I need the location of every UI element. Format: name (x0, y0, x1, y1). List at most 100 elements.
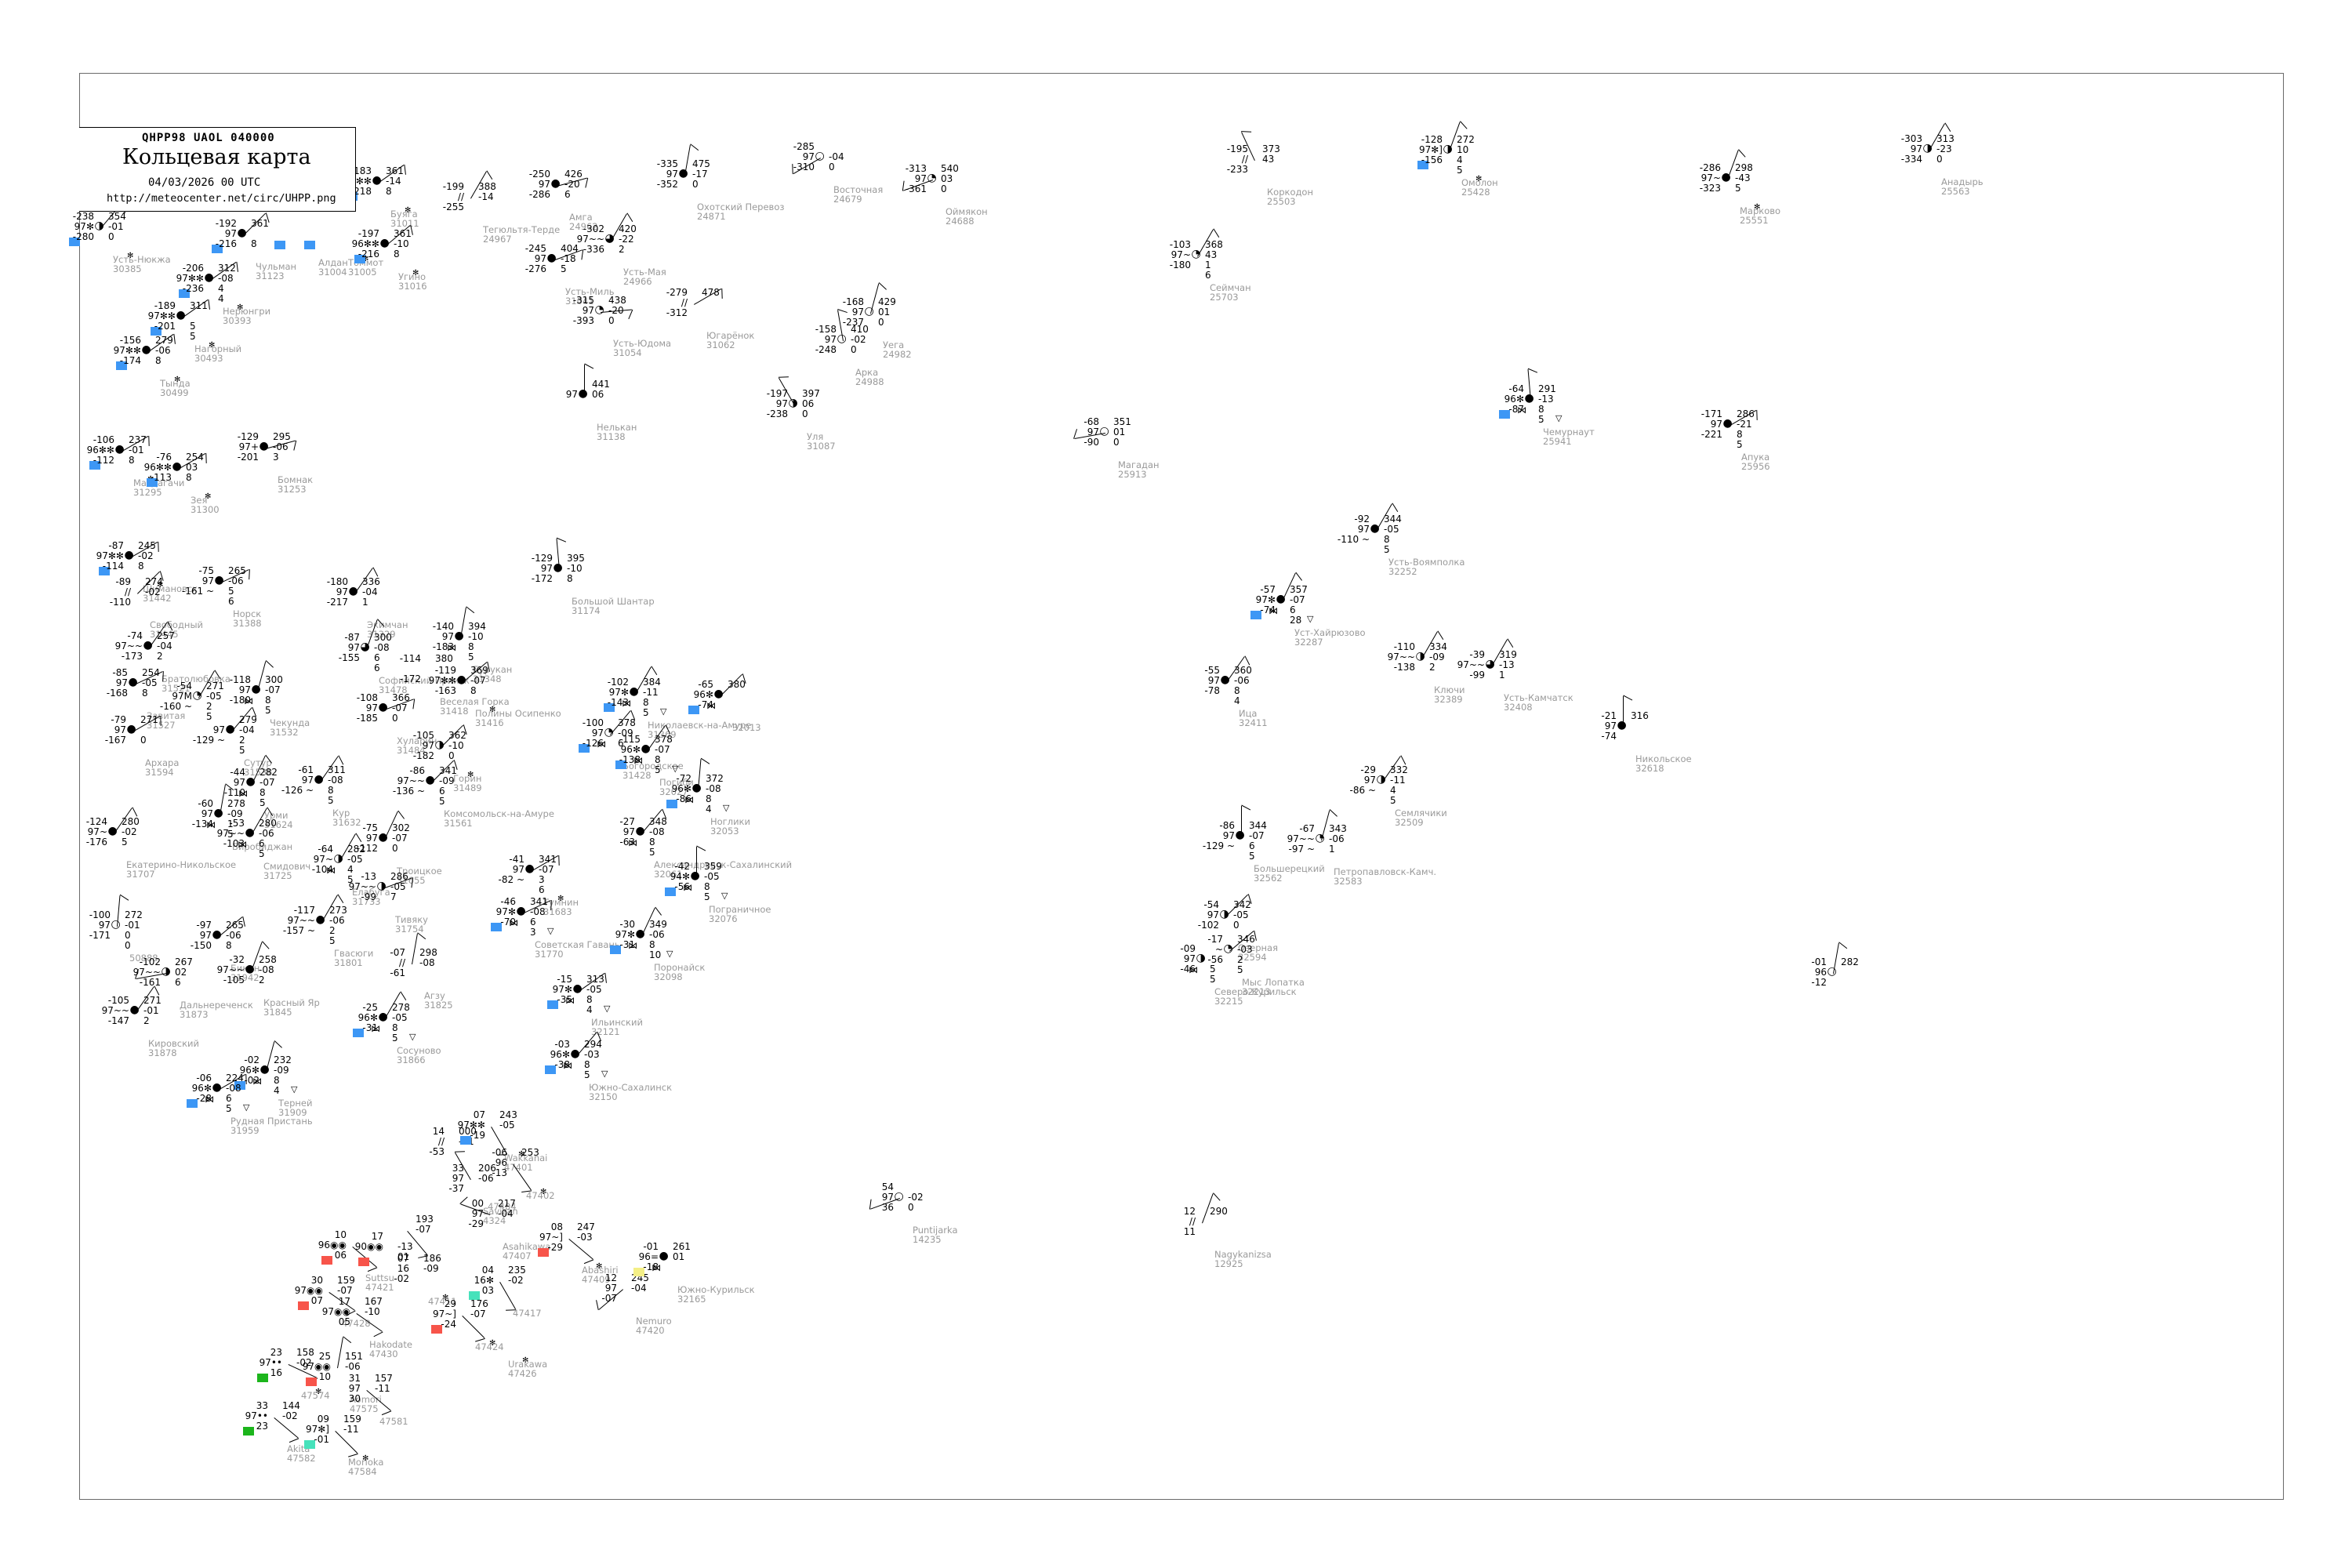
pressure-value: 300 (374, 632, 392, 643)
station-marker-square (257, 1374, 268, 1382)
group-value: 5 (439, 796, 445, 807)
pressure-tendency-value: -13 (397, 1241, 413, 1252)
snow-symbol-icon: ✻ (209, 341, 216, 350)
group-value: 4 (586, 1004, 593, 1015)
group-value: 8 (260, 787, 266, 798)
present-weather-value: 97 (512, 864, 524, 875)
cloud-cover-icon: ● (245, 775, 256, 788)
temperature-value: -68 (1083, 416, 1099, 427)
pressure-value: 378 (618, 717, 636, 728)
dewpoint-value: -90 (1083, 437, 1099, 448)
hourglass-symbol-icon: ⋈ (565, 995, 575, 1006)
temperature-value: -55 (1204, 665, 1220, 676)
pressure-tendency-value: -14 (386, 176, 401, 187)
pressure-tendency-value: -05 (586, 984, 602, 995)
hourglass-symbol-icon: ⋈ (252, 1076, 262, 1087)
group-value: 5 (239, 745, 245, 756)
snow-symbol-icon: ✻ (174, 376, 181, 384)
group-value: 8 (155, 355, 162, 366)
dewpoint-value: -74 (698, 699, 713, 710)
triangle-symbol-icon: ▽ (604, 1004, 611, 1014)
pressure-value: 286 (1737, 408, 1755, 419)
station-label: Горин 31489 (453, 773, 482, 793)
present-weather-value: 97 (365, 702, 378, 713)
temperature-value: -61 (298, 764, 314, 775)
dewpoint-value: -221 (1700, 429, 1722, 440)
pressure-tendency-value: -06 (273, 441, 289, 452)
hourglass-symbol-icon: ⋈ (622, 698, 631, 709)
station-label: Троицкое 31655 (397, 866, 442, 886)
pressure-tendency-value: 03 (186, 462, 198, 473)
pressure-tendency-value: -06 (228, 575, 244, 586)
dewpoint-value: -185 (356, 713, 378, 724)
pressure-tendency-value: -14 (478, 191, 494, 202)
cloud-cover-icon: ● (635, 927, 645, 940)
dewpoint-value: -180 (1169, 260, 1191, 270)
dewpoint-value: -238 (766, 408, 788, 419)
temperature-value: 10 (334, 1229, 347, 1240)
group-value: 5 (1384, 544, 1390, 555)
dewpoint-value: -103 (223, 838, 245, 849)
present-weather-value: 97 (802, 151, 815, 162)
station-label: Гвасюги 31801 (334, 948, 374, 968)
station-label: Пограничное 32076 (709, 904, 771, 924)
temperature-value: -75 (362, 822, 378, 833)
group-value: 5 (1737, 439, 1743, 450)
snow-symbol-icon: ✻ (205, 492, 212, 501)
group-value: 8 (655, 754, 661, 765)
present-weather-value: // (1241, 154, 1248, 165)
station-marker-square (306, 1377, 317, 1386)
present-weather-value: 97 (1357, 524, 1370, 535)
dewpoint-value: -112 (356, 843, 378, 854)
group-value: 0 (1233, 920, 1240, 931)
station-label: Арка 24988 (855, 367, 884, 387)
temperature-value: -302 (583, 223, 604, 234)
temperature-value: -67 (1299, 823, 1315, 834)
station-label: Югарёнок 31062 (706, 330, 755, 350)
group-value: 01 (397, 1251, 410, 1262)
temperature-value: -06 (492, 1147, 507, 1158)
temperature-value: 12 (604, 1272, 617, 1283)
dewpoint-value: -19 (470, 1130, 485, 1141)
temperature-value: 31 (348, 1373, 361, 1384)
snow-symbol-icon: ✻ (362, 1454, 369, 1463)
cloud-cover-icon: ◑ (1196, 952, 1206, 964)
dewpoint-value: -01 (314, 1434, 329, 1445)
temperature-value: -54 (176, 681, 192, 691)
present-weather-value: 97◉◉ (321, 1306, 350, 1317)
temperature-value: -25 (362, 1002, 378, 1013)
present-weather-value: 97~ (1171, 249, 1191, 260)
group-value: 0 (125, 930, 131, 941)
station-marker-square (1417, 161, 1428, 169)
temperature-value: -313 (905, 163, 927, 174)
station-label: Магдагачи 31295 (133, 477, 185, 498)
pressure-tendency-value: -07 (337, 1285, 353, 1296)
hourglass-symbol-icon: ⋈ (652, 1262, 661, 1273)
station-label: Южно-Курильск 32165 (677, 1284, 755, 1305)
present-weather-value: 96✻ (693, 689, 713, 700)
dewpoint-value: -138 (619, 754, 641, 765)
pressure-tendency-value: -08 (259, 964, 274, 975)
bulletin-header: QHPP98 UAOL 040000 (142, 132, 275, 144)
station-label: Бомнак 31253 (278, 474, 314, 495)
temperature-value: -129 (531, 553, 553, 564)
station-label: Буяга 31011 (390, 209, 419, 229)
cloud-cover-icon: ◔ (927, 172, 937, 184)
pressure-value: 369 (470, 665, 488, 676)
hourglass-symbol-icon: ⋈ (628, 940, 637, 951)
dewpoint-value: -114 (102, 561, 124, 572)
group-value: 8 (138, 561, 144, 572)
present-weather-value: 97✻ (495, 906, 516, 917)
group-value: 1 (1205, 260, 1211, 270)
pressure-tendency-value: -01 (129, 445, 144, 456)
group-value: 1 (362, 597, 368, 608)
dewpoint-value: -31 (362, 1022, 378, 1033)
pressure-tendency-value: -07 (392, 702, 408, 713)
group-value: 3 (273, 452, 279, 463)
dewpoint-value: 07 (310, 1295, 323, 1306)
pressure-tendency-value: -04 (362, 586, 378, 597)
pressure-value: 313 (586, 974, 604, 985)
group-value: 10 (649, 949, 662, 960)
dewpoint-value: -104 (311, 864, 333, 875)
